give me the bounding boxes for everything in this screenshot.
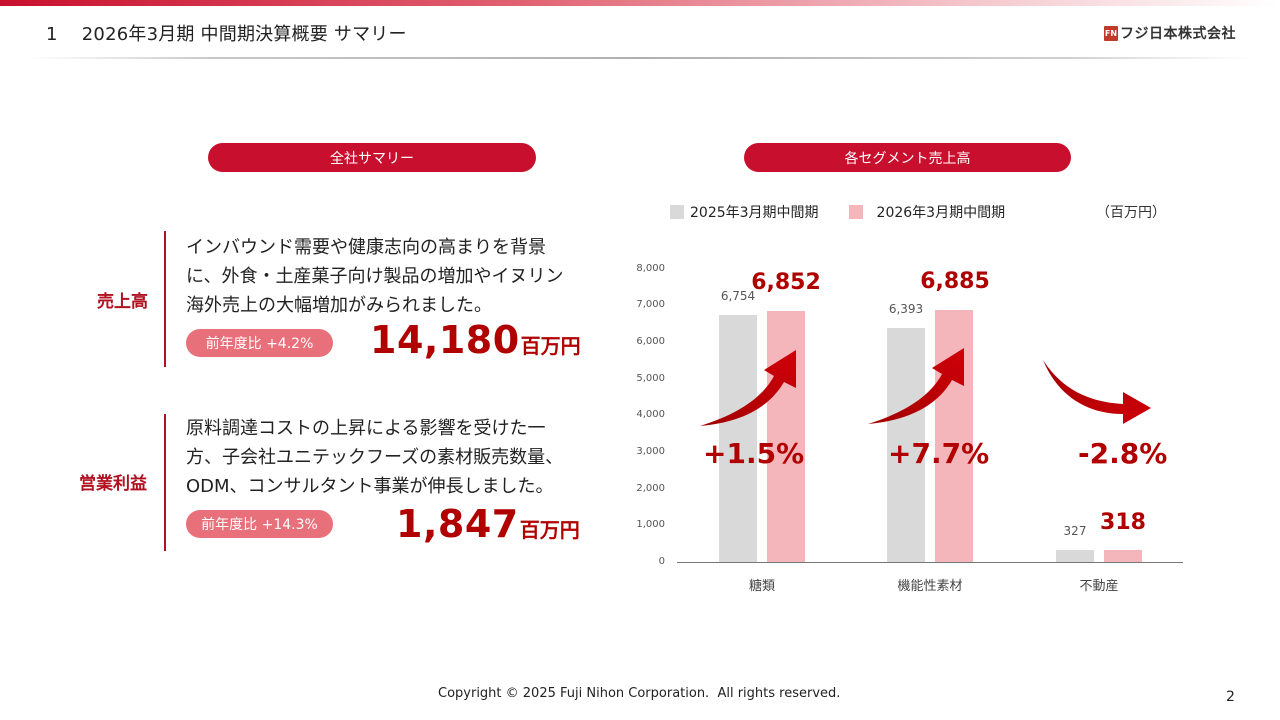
page-title: 1 2026年3月期 中間期決算概要 サマリー: [46, 24, 407, 45]
unit-note: （百万円）: [1096, 205, 1166, 221]
sales-yoy-badge: 前年度比 +4.2%: [186, 329, 333, 357]
header-divider: [30, 57, 1250, 59]
page-number: 2: [1226, 689, 1235, 705]
bar-sugar-prev: [719, 315, 757, 562]
bar-label-functional-prev: 6,393: [888, 302, 924, 316]
change-sugar: +1.5%: [703, 437, 805, 470]
bar-label-functional-curr: 6,885: [920, 269, 990, 294]
bar-label-sugar-prev: 6,754: [720, 289, 756, 303]
legend-swatch-curr: [848, 205, 863, 219]
sales-description: インバウンド需要や健康志向の高まりを背景に、外食・土産菓子向け製品の増加やイヌリ…: [186, 237, 564, 316]
sales-label: 売上高: [97, 292, 148, 312]
bar-sugar-curr: [767, 311, 805, 562]
change-functional: +7.7%: [888, 437, 990, 470]
operating-profit-label: 営業利益: [79, 474, 147, 494]
legend-item-prev: 2025年3月期中間期: [670, 202, 819, 222]
bar-realestate-curr: [1104, 550, 1142, 562]
category-sugar: 糖類: [748, 579, 775, 594]
legend-item-curr: 2026年3月期中間期: [848, 202, 1006, 222]
operating-profit-divider: [164, 414, 166, 551]
segment-sales-header: 各セグメント売上高: [744, 143, 1071, 172]
legend-label-curr: 2026年3月期中間期: [876, 205, 1006, 221]
y-tick: 3,000: [636, 446, 665, 457]
y-tick: 4,000: [636, 409, 665, 420]
bar-realestate-prev: [1056, 550, 1094, 562]
y-tick: 2,000: [636, 483, 665, 494]
sales-value-number: 14,180: [370, 318, 520, 362]
category-functional: 機能性素材: [897, 579, 963, 594]
sales-value-unit: 百万円: [520, 334, 581, 358]
y-tick: 5,000: [636, 373, 665, 384]
sales-divider: [164, 231, 166, 367]
sales-value: 14,180 百万円: [370, 318, 581, 362]
operating-profit-description: 原料調達コストの上昇による影響を受けた一方、子会社ユニテックフーズの素材販売数量…: [186, 418, 564, 497]
x-axis: [677, 562, 1183, 563]
category-realestate: 不動産: [1079, 579, 1119, 594]
operating-profit-yoy-badge: 前年度比 +14.3%: [186, 510, 333, 538]
bar-functional-curr: [935, 310, 973, 562]
down-arrow-icon: [1043, 360, 1151, 424]
up-arrow-icon: [700, 350, 796, 426]
chart-legend: 2025年3月期中間期 2026年3月期中間期: [670, 202, 1005, 222]
y-tick: 0: [658, 556, 665, 567]
y-tick: 8,000: [636, 263, 665, 274]
copyright: Copyright © 2025 Fuji Nihon Corporation.…: [438, 686, 841, 701]
company-logo: FN フジ日本株式会社: [1104, 23, 1236, 43]
operating-profit-value: 1,847 百万円: [396, 502, 580, 546]
y-tick: 7,000: [636, 299, 665, 310]
y-tick: 1,000: [636, 519, 665, 530]
change-realestate: -2.8%: [1078, 437, 1168, 470]
operating-profit-value-number: 1,847: [396, 502, 519, 546]
bar-label-sugar-curr: 6,852: [751, 270, 821, 295]
bar-label-realestate-curr: 318: [1100, 510, 1146, 535]
up-arrow-icon: [868, 348, 964, 424]
bar-functional-prev: [887, 328, 925, 562]
legend-swatch-prev: [670, 205, 684, 219]
legend-label-prev: 2025年3月期中間期: [690, 205, 819, 221]
top-accent-bar: [0, 0, 1280, 6]
company-name: フジ日本株式会社: [1120, 26, 1236, 42]
y-tick: 6,000: [636, 336, 665, 347]
logo-mark-icon: FN: [1104, 25, 1118, 41]
company-summary-header: 全社サマリー: [208, 143, 536, 172]
bar-label-realestate-prev: 327: [1063, 524, 1087, 538]
operating-profit-value-unit: 百万円: [519, 518, 580, 542]
